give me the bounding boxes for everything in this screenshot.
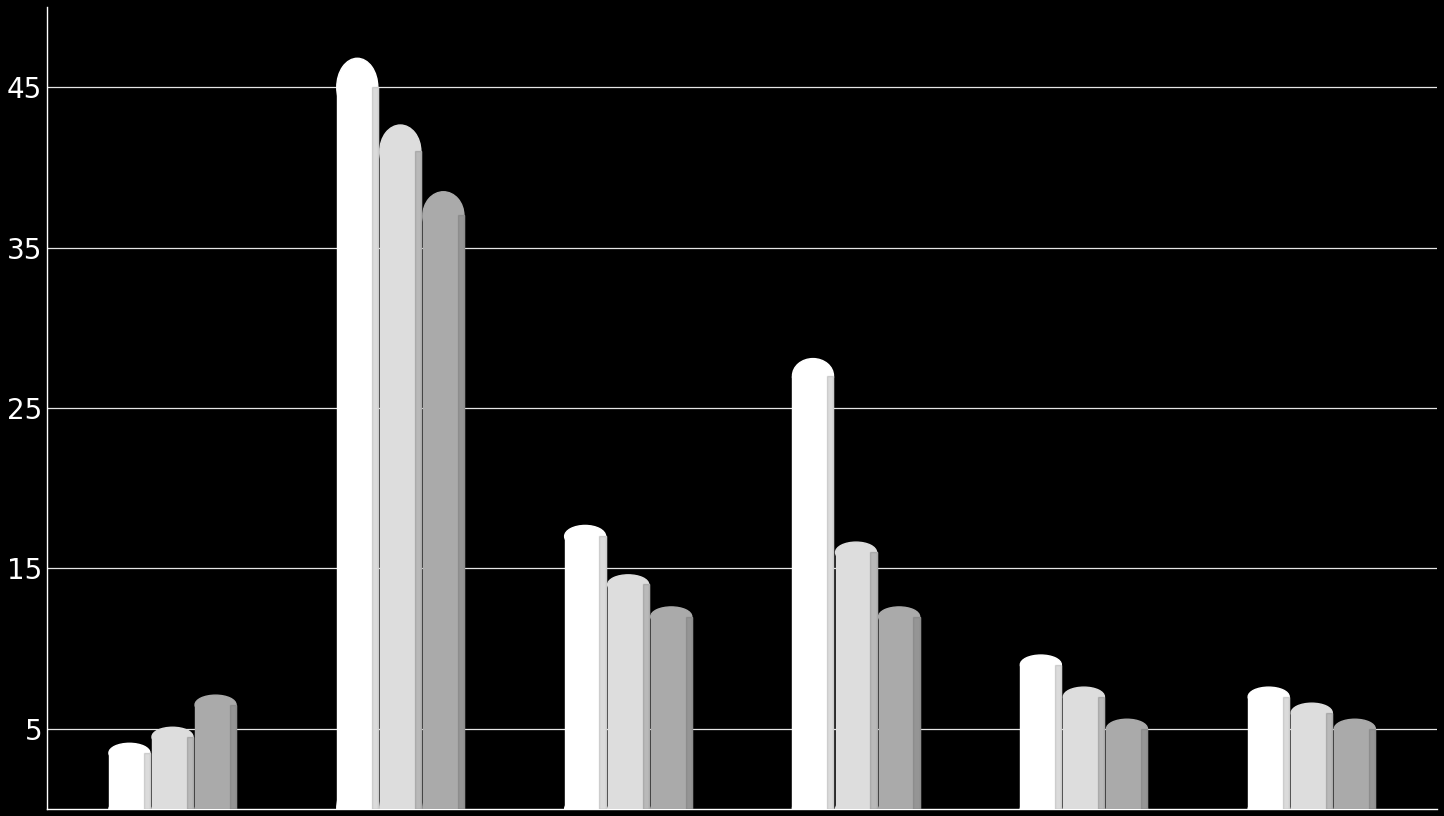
Bar: [643, 584, 648, 809]
Ellipse shape: [608, 574, 648, 594]
Bar: [1056, 665, 1061, 809]
Ellipse shape: [651, 800, 692, 816]
Ellipse shape: [1334, 800, 1375, 816]
Bar: [380, 151, 420, 809]
Ellipse shape: [1106, 719, 1148, 738]
Bar: [1106, 729, 1148, 809]
Bar: [836, 552, 877, 809]
Bar: [827, 376, 833, 809]
Ellipse shape: [878, 800, 920, 816]
Bar: [599, 536, 605, 809]
Bar: [458, 215, 464, 809]
Bar: [144, 753, 150, 809]
Ellipse shape: [1021, 655, 1061, 674]
Ellipse shape: [195, 695, 235, 714]
Ellipse shape: [1248, 687, 1289, 707]
Ellipse shape: [380, 783, 420, 816]
Bar: [1248, 697, 1289, 809]
Bar: [1369, 729, 1375, 809]
Bar: [1326, 713, 1333, 809]
Ellipse shape: [336, 780, 378, 816]
Ellipse shape: [878, 607, 920, 626]
Ellipse shape: [565, 526, 605, 548]
Bar: [423, 215, 464, 809]
Bar: [186, 737, 193, 809]
Bar: [1021, 665, 1061, 809]
Bar: [1291, 713, 1333, 809]
Bar: [230, 705, 235, 809]
Bar: [1063, 697, 1105, 809]
Bar: [1099, 697, 1105, 809]
Ellipse shape: [1291, 800, 1333, 816]
Bar: [686, 617, 692, 809]
Bar: [878, 617, 920, 809]
Ellipse shape: [1248, 800, 1289, 816]
Ellipse shape: [1334, 719, 1375, 738]
Ellipse shape: [152, 727, 193, 747]
Ellipse shape: [108, 800, 150, 816]
Ellipse shape: [336, 58, 378, 116]
Ellipse shape: [1106, 800, 1148, 816]
Bar: [1334, 729, 1375, 809]
Bar: [108, 753, 150, 809]
Bar: [608, 584, 648, 809]
Bar: [793, 376, 833, 809]
Ellipse shape: [836, 542, 877, 563]
Bar: [1141, 729, 1148, 809]
Ellipse shape: [793, 358, 833, 393]
Bar: [152, 737, 193, 809]
Ellipse shape: [565, 798, 605, 816]
Ellipse shape: [108, 743, 150, 762]
Ellipse shape: [1021, 800, 1061, 816]
Bar: [336, 87, 378, 809]
Ellipse shape: [1291, 703, 1333, 722]
Ellipse shape: [152, 800, 193, 816]
Ellipse shape: [195, 800, 235, 816]
Ellipse shape: [423, 785, 464, 816]
Bar: [195, 705, 235, 809]
Ellipse shape: [380, 125, 420, 178]
Ellipse shape: [836, 799, 877, 816]
Bar: [414, 151, 420, 809]
Ellipse shape: [1063, 800, 1105, 816]
Bar: [565, 536, 605, 809]
Ellipse shape: [651, 607, 692, 626]
Bar: [371, 87, 378, 809]
Bar: [871, 552, 877, 809]
Ellipse shape: [1063, 687, 1105, 707]
Bar: [651, 617, 692, 809]
Ellipse shape: [608, 800, 648, 816]
Ellipse shape: [423, 192, 464, 239]
Bar: [914, 617, 920, 809]
Ellipse shape: [793, 792, 833, 816]
Bar: [1284, 697, 1289, 809]
